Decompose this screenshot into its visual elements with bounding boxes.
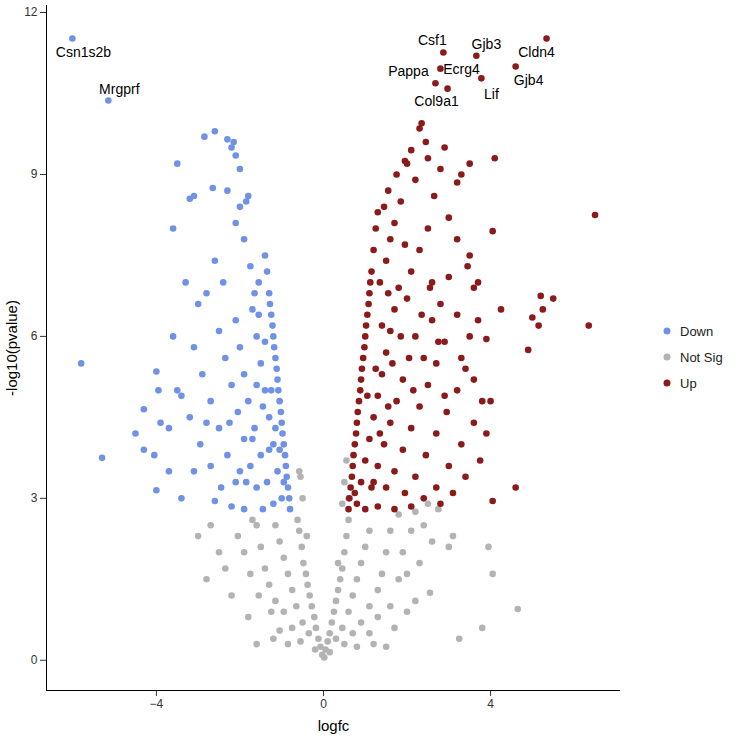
svg-text:3: 3 <box>31 491 38 505</box>
svg-text:Gjb4: Gjb4 <box>514 72 544 88</box>
svg-text:6: 6 <box>31 329 38 343</box>
svg-text:Lif: Lif <box>484 86 499 102</box>
html-text:Up: Up <box>680 375 697 391</box>
svg-text:logfc: logfc <box>318 717 350 734</box>
svg-text:0: 0 <box>320 697 327 711</box>
svg-text:9: 9 <box>31 167 38 181</box>
svg-text:Cldn4: Cldn4 <box>518 44 555 60</box>
html-text:Not Sig: Not Sig <box>680 349 723 365</box>
svg-text:Mrgprf: Mrgprf <box>99 81 140 97</box>
svg-text:12: 12 <box>24 5 38 19</box>
svg-text:Csf1: Csf1 <box>418 32 447 48</box>
svg-text:4: 4 <box>487 697 494 711</box>
svg-text:-log10(pvalue): -log10(pvalue) <box>3 300 20 396</box>
svg-text:Gjb3: Gjb3 <box>472 36 502 52</box>
svg-text:−4: −4 <box>150 697 164 711</box>
svg-text:Csn1s2b: Csn1s2b <box>56 44 111 60</box>
svg-text:Ecrg4: Ecrg4 <box>443 61 480 77</box>
html-text:Down: Down <box>680 323 714 339</box>
svg-text:0: 0 <box>31 653 38 667</box>
svg-text:Col9a1: Col9a1 <box>414 93 459 109</box>
svg-text:Pappa: Pappa <box>388 63 429 79</box>
